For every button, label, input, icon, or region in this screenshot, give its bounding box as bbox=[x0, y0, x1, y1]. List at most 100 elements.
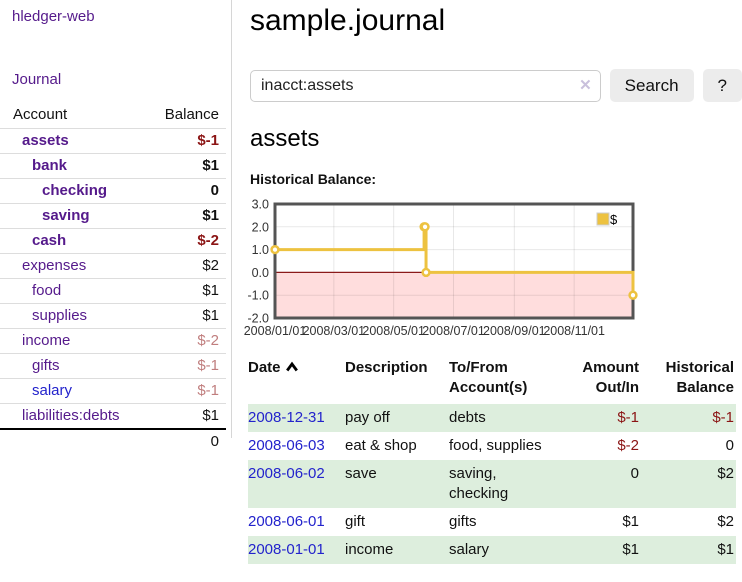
account-balance: $1 bbox=[202, 407, 219, 424]
transaction-account: gifts bbox=[449, 513, 477, 530]
account-balance: $2 bbox=[202, 257, 219, 274]
x-tick-label: 2008/11/01 bbox=[543, 324, 605, 338]
account-row: salary $-1 bbox=[0, 378, 226, 404]
transaction-row: 2008-12-31 pay off debts $-1 $-1 bbox=[248, 404, 736, 432]
chart-legend: $ bbox=[596, 212, 618, 227]
transaction-description: save bbox=[345, 465, 377, 482]
accounts-tbody: assets $-1 bank $1 checking 0 saving $1 cash $-2 e… bbox=[0, 128, 226, 430]
transaction-accounts: debts bbox=[449, 404, 579, 432]
account-row: income $-2 bbox=[0, 328, 226, 354]
accounts-table: Account Balance assets $-1 bank $1 checking 0… bbox=[0, 103, 226, 454]
account-balance: $-1 bbox=[197, 382, 219, 399]
transaction-row: 2008-06-03 eat & shop food, supplies $-2 0 bbox=[248, 432, 736, 460]
account-row: supplies $1 bbox=[0, 303, 226, 329]
account-row: checking 0 bbox=[0, 178, 226, 204]
transaction-date-link[interactable]: 2008-06-02 bbox=[248, 465, 325, 482]
register-col-accounts: To/From Account(s) bbox=[449, 359, 528, 396]
plot-border bbox=[273, 202, 635, 320]
account-balance: $-2 bbox=[197, 332, 219, 349]
x-tick-label: 2008/05/01 bbox=[362, 324, 425, 338]
y-tick-label: -1.0 bbox=[247, 289, 269, 303]
transaction-amount: $1 bbox=[622, 541, 639, 558]
account-row: food $1 bbox=[0, 278, 226, 304]
account-balance: $1 bbox=[202, 157, 219, 174]
account-link[interactable]: expenses bbox=[22, 257, 87, 274]
transaction-balance: 0 bbox=[725, 437, 734, 454]
account-balance: $1 bbox=[202, 307, 219, 324]
register-table: Date Description To/From Account(s) Amou… bbox=[248, 356, 736, 564]
negative-region bbox=[275, 272, 633, 318]
account-link[interactable]: liabilities:debts bbox=[22, 407, 120, 424]
account-link[interactable]: income bbox=[22, 332, 71, 349]
register-col-balance: Historical Balance bbox=[665, 359, 734, 396]
help-button[interactable]: ? bbox=[702, 69, 742, 102]
legend-swatch bbox=[596, 212, 610, 226]
chart-title: Historical Balance: bbox=[250, 171, 377, 187]
search-button[interactable]: Search bbox=[609, 69, 694, 102]
account-link[interactable]: bank bbox=[32, 157, 68, 174]
transaction-date-link[interactable]: 2008-12-31 bbox=[248, 409, 325, 426]
transaction-amount: $-1 bbox=[617, 409, 639, 426]
transaction-amount: 0 bbox=[630, 465, 639, 482]
account-row: cash $-2 bbox=[0, 228, 226, 254]
transaction-account: checking bbox=[449, 485, 509, 502]
sidebar: hledger-web Journal Account Balance asse… bbox=[0, 0, 232, 450]
account-link[interactable]: cash bbox=[32, 232, 67, 249]
x-tick-label: 2008/03/01 bbox=[303, 324, 366, 338]
transaction-account: debts bbox=[449, 409, 486, 426]
transaction-date-link[interactable]: 2008-01-01 bbox=[248, 541, 325, 558]
accounts-total-row: 0 bbox=[0, 429, 226, 454]
transaction-account: saving, bbox=[449, 465, 497, 482]
balance-chart: 3.0 2.0 1.0 0.0 -1.0 -2.0 2008/01/01 2008/03/01… bbox=[244, 196, 742, 346]
register-col-description: Description bbox=[345, 359, 428, 376]
search-input[interactable] bbox=[250, 69, 601, 102]
account-link[interactable]: gifts bbox=[32, 357, 60, 374]
account-link[interactable]: checking bbox=[42, 182, 108, 199]
transaction-date-link[interactable]: 2008-06-01 bbox=[248, 513, 325, 530]
account-link[interactable]: supplies bbox=[32, 307, 88, 324]
account-link[interactable]: saving bbox=[42, 207, 90, 224]
x-tick-label: 2008/09/01 bbox=[483, 324, 546, 338]
sidebar-item-journal[interactable]: Journal bbox=[12, 71, 62, 88]
transaction-description: eat & shop bbox=[345, 437, 417, 454]
transaction-description: pay off bbox=[345, 409, 390, 426]
transaction-account: salary bbox=[449, 541, 490, 558]
app-title-link[interactable]: hledger-web bbox=[12, 8, 95, 25]
transaction-row: 2008-06-02 save saving, checking 0 $2 bbox=[248, 460, 736, 508]
search-row: ✕ Search ? bbox=[250, 69, 742, 102]
y-tick-label: 2.0 bbox=[252, 220, 269, 234]
account-balance: $-1 bbox=[197, 132, 219, 149]
x-tick-label: 2008/07/01 bbox=[422, 324, 485, 338]
transaction-account: food, bbox=[449, 437, 483, 454]
clear-search-icon[interactable]: ✕ bbox=[579, 76, 592, 94]
account-balance: $1 bbox=[202, 282, 219, 299]
account-link[interactable]: food bbox=[32, 282, 62, 299]
account-row: expenses $2 bbox=[0, 253, 226, 279]
transaction-amount: $1 bbox=[622, 513, 639, 530]
account-link[interactable]: salary bbox=[32, 382, 73, 399]
account-balance: $-1 bbox=[197, 357, 219, 374]
accounts-total-value: 0 bbox=[210, 433, 219, 450]
account-row: liabilities:debts $1 bbox=[0, 403, 226, 430]
transaction-account: supplies bbox=[486, 437, 542, 454]
transaction-balance: $2 bbox=[717, 465, 734, 482]
y-tick-label: 3.0 bbox=[252, 198, 269, 212]
account-link[interactable]: assets bbox=[22, 132, 69, 149]
register-tbody: 2008-12-31 pay off debts $-1 $-1 2008-06-03 ea… bbox=[248, 404, 736, 564]
transaction-balance: $1 bbox=[717, 541, 734, 558]
account-row: assets $-1 bbox=[0, 128, 226, 154]
transaction-description: gift bbox=[345, 513, 366, 530]
main-content: sample.journal ✕ Search ? assets Histori… bbox=[244, 0, 742, 564]
register-col-amount: Amount Out/In bbox=[582, 359, 639, 396]
transaction-date-link[interactable]: 2008-06-03 bbox=[248, 437, 325, 454]
transaction-balance: $2 bbox=[717, 513, 734, 530]
legend-label: $ bbox=[610, 212, 618, 227]
page-title: sample.journal bbox=[250, 4, 446, 37]
search-box: ✕ bbox=[250, 69, 601, 102]
data-point-marker bbox=[628, 290, 638, 300]
data-point-marker bbox=[270, 244, 280, 255]
accounts-col-balance: Balance bbox=[164, 106, 219, 123]
y-tick-label: 1.0 bbox=[252, 243, 269, 257]
data-point-marker bbox=[421, 267, 431, 278]
register-col-date[interactable]: Date bbox=[248, 356, 345, 404]
